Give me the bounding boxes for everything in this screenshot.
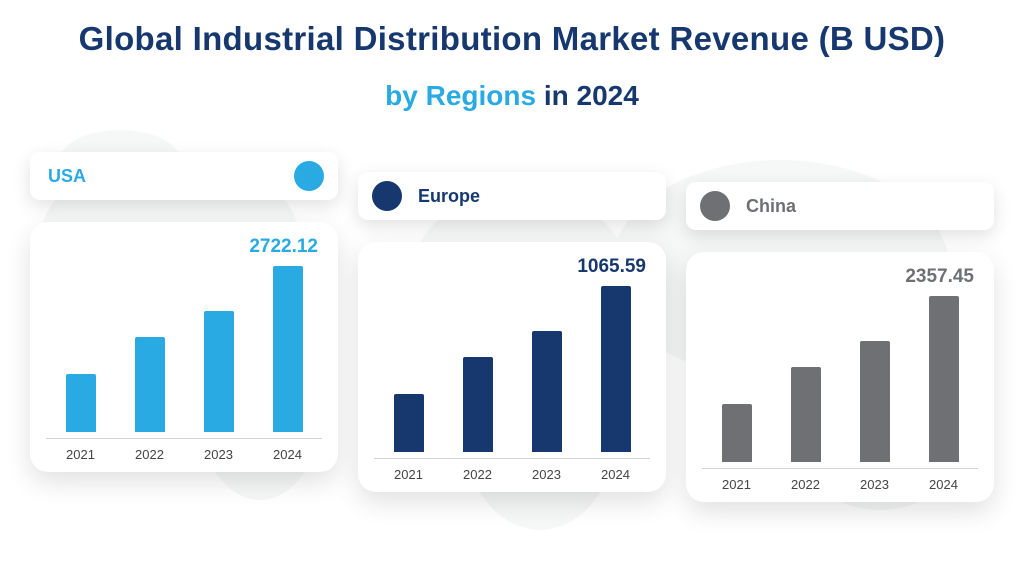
chart-card-europe: 1065.59 2021 2022 2023 2024 [358,242,666,492]
xaxis-europe: 2021 2022 2023 2024 [374,458,650,482]
xaxis-label: 2024 [273,447,303,462]
region-name-usa: USA [48,166,86,187]
xaxis-label: 2021 [722,477,752,492]
xaxis-china: 2021 2022 2023 2024 [702,468,978,492]
panel-china: China 2357.45 2021 2022 2023 2024 [686,182,994,502]
region-dot-europe [372,181,402,211]
value-2024-china: 2357.45 [905,266,974,288]
bars-europe [374,286,650,452]
xaxis-label: 2023 [204,447,234,462]
bar-china-2022 [791,367,821,462]
value-2024-usa: 2722.12 [249,236,318,258]
chart-card-usa: 2722.12 2021 2022 2023 2024 [30,222,338,472]
panels-row: USA 2722.12 2021 2022 2023 2024 Europe [0,112,1024,502]
bar-europe-2024 [601,286,631,452]
region-name-china: China [746,196,796,217]
bar-usa-2024 [273,266,303,432]
bar-china-2024 [929,296,959,462]
page-subtitle: by Regions in 2024 [0,80,1024,112]
region-name-europe: Europe [418,186,480,207]
title-block: Global Industrial Distribution Market Re… [0,0,1024,112]
bar-usa-2023 [204,311,234,432]
bar-china-2021 [722,404,752,462]
region-pill-europe: Europe [358,172,666,220]
bar-china-2023 [860,341,890,462]
xaxis-label: 2022 [791,477,821,492]
xaxis-label: 2024 [601,467,631,482]
region-pill-china: China [686,182,994,230]
panel-usa: USA 2722.12 2021 2022 2023 2024 [30,152,338,502]
chart-card-china: 2357.45 2021 2022 2023 2024 [686,252,994,502]
xaxis-label: 2023 [860,477,890,492]
region-dot-china [700,191,730,221]
xaxis-usa: 2021 2022 2023 2024 [46,438,322,462]
bars-china [702,296,978,462]
region-dot-usa [294,161,324,191]
xaxis-label: 2021 [66,447,96,462]
xaxis-label: 2022 [135,447,165,462]
bar-usa-2022 [135,337,165,432]
value-2024-europe: 1065.59 [577,256,646,278]
subtitle-by-regions: by Regions [385,80,536,111]
panel-europe: Europe 1065.59 2021 2022 2023 2024 [358,172,666,502]
bar-europe-2023 [532,331,562,452]
subtitle-in-year: in 2024 [544,80,639,111]
xaxis-label: 2023 [532,467,562,482]
bar-europe-2022 [463,357,493,452]
region-pill-usa: USA [30,152,338,200]
bars-usa [46,266,322,432]
bar-usa-2021 [66,374,96,432]
xaxis-label: 2022 [463,467,493,482]
bar-europe-2021 [394,394,424,452]
xaxis-label: 2021 [394,467,424,482]
xaxis-label: 2024 [929,477,959,492]
page-title: Global Industrial Distribution Market Re… [0,20,1024,58]
